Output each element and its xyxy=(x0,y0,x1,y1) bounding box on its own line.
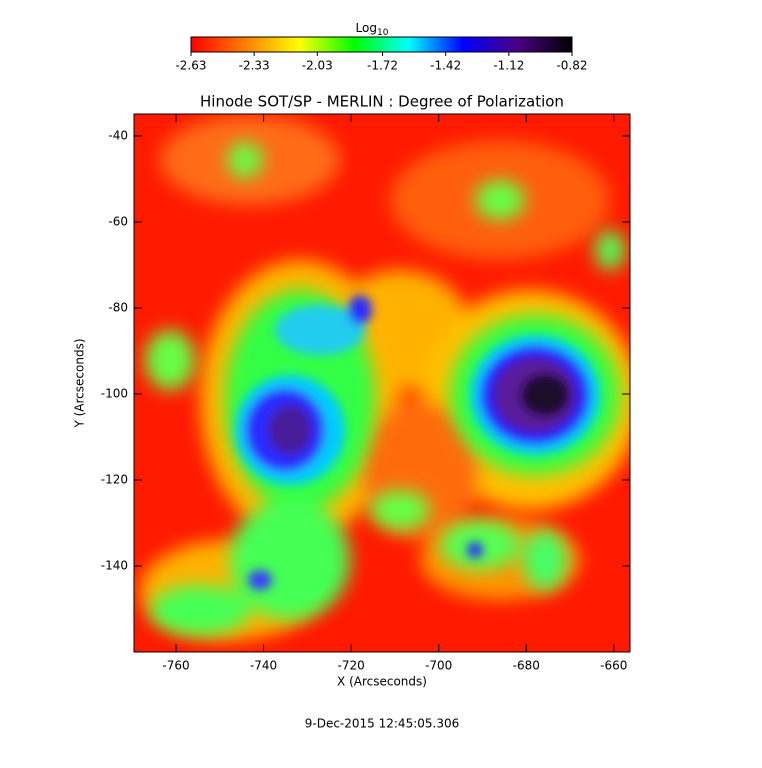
x-tick-label: -760 xyxy=(162,659,189,673)
colorbar-tick-label: -2.03 xyxy=(302,59,333,73)
y-tick-label: -40 xyxy=(108,128,128,142)
y-tick-label: -80 xyxy=(108,300,128,314)
footer: 9-Dec-2015 12:45:05.306 xyxy=(305,717,459,731)
y-tick-label: -140 xyxy=(101,558,128,572)
colorbar-label-text: Log xyxy=(356,21,377,35)
colorbar-tick-label: -0.82 xyxy=(556,59,587,73)
plot-frame xyxy=(133,113,631,653)
x-tick-label: -740 xyxy=(250,659,277,673)
colorbar-tick-label: -2.33 xyxy=(239,59,270,73)
x-tick-label: -700 xyxy=(425,659,452,673)
colorbar-label-sub: 10 xyxy=(377,28,389,38)
colorbar-label: Log10 xyxy=(356,21,389,38)
colorbar-tick-label: -1.72 xyxy=(367,59,398,73)
x-tick-label: -720 xyxy=(338,659,365,673)
y-axis-label: Y (Arcseconds) xyxy=(73,338,87,428)
colorbar-tick-label: -1.42 xyxy=(430,59,461,73)
x-tick-label: -680 xyxy=(513,659,540,673)
x-axis-label: X (Arcseconds) xyxy=(337,675,427,689)
chart-title: Hinode SOT/SP - MERLIN : Degree of Polar… xyxy=(200,93,564,111)
y-tick-label: -120 xyxy=(101,472,128,486)
polarization-image xyxy=(134,114,630,652)
colorbar-tick-label: -2.63 xyxy=(175,59,206,73)
colorbar-tick-label: -1.12 xyxy=(493,59,524,73)
y-tick-label: -60 xyxy=(108,214,128,228)
colorbar xyxy=(190,36,573,53)
y-tick-label: -100 xyxy=(101,386,128,400)
x-tick-label: -660 xyxy=(600,659,627,673)
